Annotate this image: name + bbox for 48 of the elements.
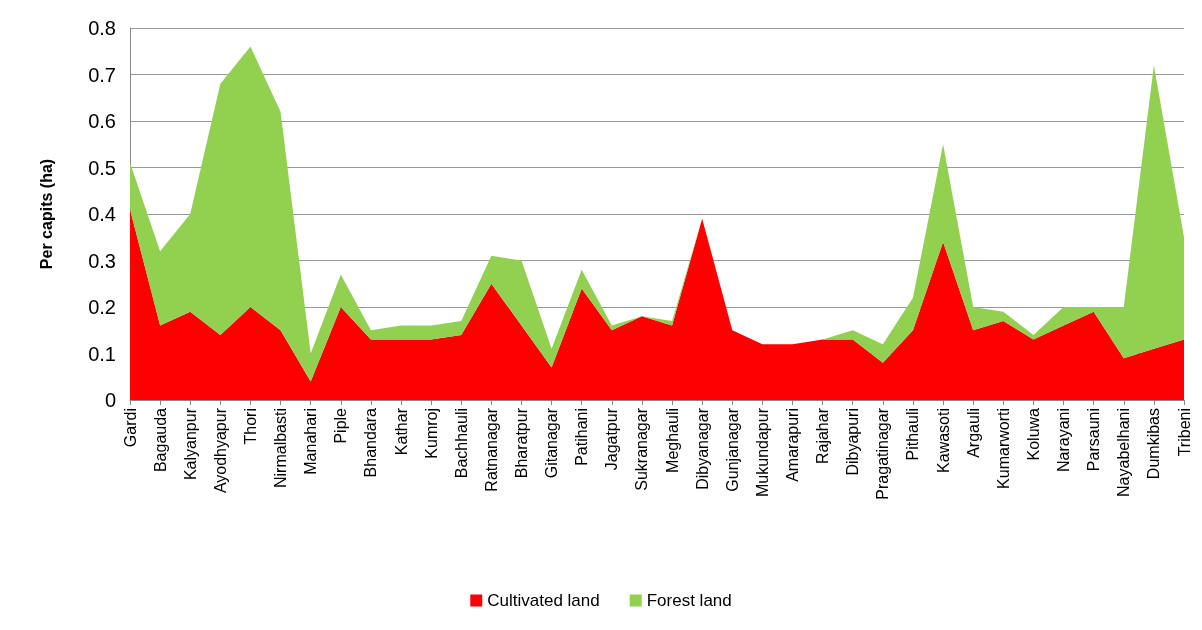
y-tick-label: 0.6: [88, 110, 116, 132]
x-tick-label: Parsauni: [1085, 408, 1103, 472]
x-tick-label: Sukranagar: [633, 407, 651, 491]
x-tick-label: Bhandara: [362, 407, 380, 478]
x-tick-label: Jagatpur: [603, 407, 621, 471]
x-tick-label: Narayani: [1055, 408, 1073, 473]
x-tick-label: Bharatpur: [512, 407, 530, 479]
x-tick-label: Meghauli: [663, 408, 681, 473]
x-tick-label: Kumarworti: [994, 408, 1012, 489]
y-tick-label: 0.2: [88, 296, 116, 318]
x-tick-label: Kumroj: [422, 408, 440, 459]
legend-label: Cultivated land: [487, 591, 600, 610]
y-tick-label: 0.8: [88, 17, 116, 39]
y-tick-label: 0.3: [88, 249, 116, 272]
x-tick-label: Amarapuri: [784, 408, 802, 482]
x-tick-label: Koluwa: [1024, 407, 1042, 461]
legend-label: Forest land: [646, 591, 732, 610]
x-tick-label: Bagauda: [151, 407, 169, 473]
x-tick-label: Piple: [332, 407, 350, 444]
y-tick-label: 0.4: [88, 203, 116, 225]
y-tick-label: 0.7: [88, 63, 116, 86]
y-tick-label: 0: [104, 389, 116, 411]
x-tick-label: Nayabelhani: [1115, 408, 1133, 497]
y-tick-label: 0.5: [88, 156, 116, 179]
x-tick-label: Ayodhyapur: [211, 407, 229, 494]
x-tick-label: Dumkibas: [1145, 408, 1163, 480]
x-tick-label: Kalyanpur: [181, 407, 199, 481]
x-tick-label: Thori: [241, 408, 259, 445]
x-tick-label: Pithauli: [904, 408, 922, 461]
y-axis-title: Per capits (ha): [37, 158, 55, 270]
x-tick-label: Gardi: [121, 408, 139, 448]
x-tick-label: Tribeni: [1175, 408, 1193, 457]
x-tick-label: Kathar: [392, 407, 410, 456]
x-tick-label: Bachhauli: [452, 408, 470, 479]
x-tick-label: Kawasoti: [934, 408, 952, 473]
x-tick-label: Gunjanagar: [723, 407, 741, 492]
x-tick-label: Argauli: [964, 408, 982, 458]
x-tick-label: Manahari: [302, 408, 320, 475]
x-tick-label: Gitanagar: [543, 407, 561, 479]
x-tick-label: Mukundapur: [753, 407, 771, 497]
x-tick-label: Nirmalbasti: [272, 408, 290, 489]
x-tick-label: Ratnanagar: [482, 407, 500, 492]
y-tick-label: 0.1: [88, 342, 116, 365]
x-tick-label: Dibyapuri: [844, 408, 862, 476]
x-tick-label: Patihani: [573, 408, 591, 466]
x-tick-label: Rajahar: [814, 407, 832, 465]
x-tick-label: Pragatinagar: [874, 407, 892, 500]
x-tick-label: Dibyanagar: [693, 407, 711, 490]
